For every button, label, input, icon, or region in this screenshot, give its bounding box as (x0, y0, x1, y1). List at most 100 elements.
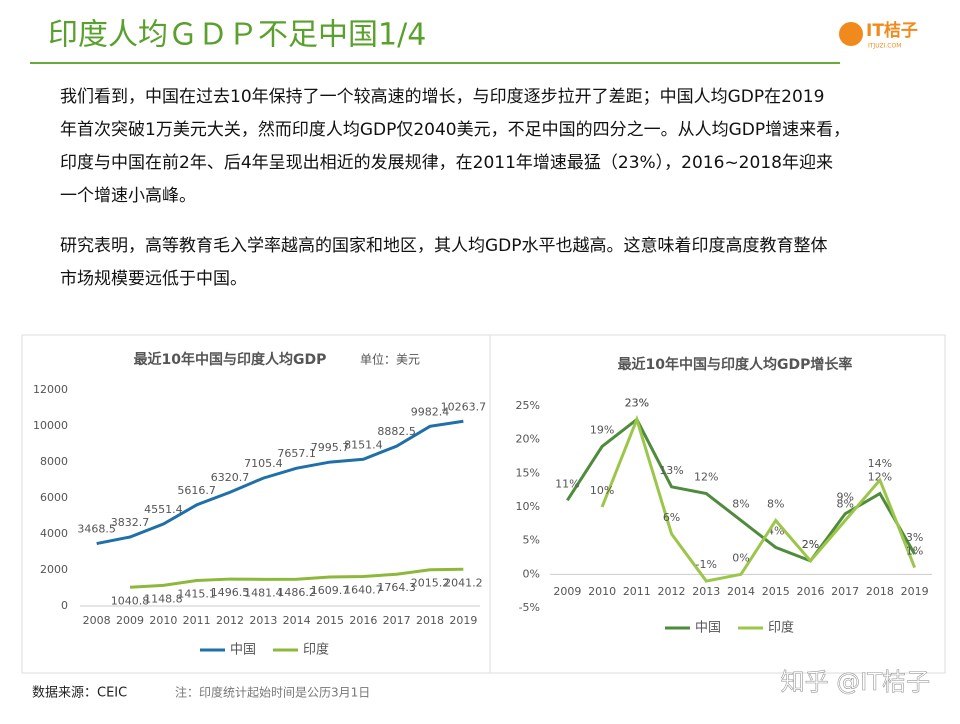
data-label: 2041.2 (444, 576, 483, 589)
data-label: 3468.5 (77, 523, 116, 536)
chart-title: 最近10年中国与印度人均GDP (134, 351, 327, 368)
y-tick-label: 6000 (40, 491, 68, 504)
y-tick-label: 0 (61, 599, 68, 612)
logo-icon (839, 22, 863, 46)
legend-label: 印度 (768, 620, 794, 636)
data-label: 2% (802, 538, 819, 551)
data-label: 23% (625, 396, 649, 409)
data-label: 11% (555, 477, 579, 490)
data-label: 6320.7 (211, 471, 250, 484)
data-label: 2015.2 (411, 577, 450, 590)
title: 印度人均ＧＤＰ不足中国1/4 (48, 18, 426, 53)
data-label: 6% (663, 511, 680, 524)
paragraph-line: 研究表明，高等教育毛入学率越高的国家和地区，其人均GDP水平也越高。这意味着印度… (60, 236, 828, 256)
chart-subtitle: 单位：美元 (360, 352, 420, 367)
x-tick-label: 2014 (283, 614, 311, 627)
x-tick-label: 2017 (383, 614, 411, 627)
x-tick-label: 2016 (796, 585, 824, 598)
x-tick-label: 2010 (149, 614, 177, 627)
data-label: 7105.4 (244, 457, 283, 470)
data-label: 8% (767, 497, 784, 510)
paragraph-line: 印度与中国在前2年、后4年呈现出相近的发展规律，在2011年增速最猛（23%），… (60, 153, 833, 173)
data-label: 10263.7 (441, 400, 487, 413)
data-label: 8882.5 (377, 425, 416, 438)
y-tick-label: 12000 (33, 383, 68, 396)
data-label: 12% (868, 471, 892, 484)
logo: IT桔子 (866, 20, 918, 41)
data-label: 2% (802, 538, 819, 551)
data-label: 9982.4 (411, 405, 450, 418)
x-tick-label: 2015 (316, 614, 344, 627)
x-tick-label: 2011 (183, 614, 211, 627)
data-label: 8% (836, 497, 853, 510)
y-tick-label: 2000 (40, 563, 68, 576)
data-label: 1764.3 (377, 581, 416, 594)
x-tick-label: 2010 (588, 585, 616, 598)
x-tick-label: 2017 (831, 585, 859, 598)
watermark: 知乎 @IT桔子 (781, 668, 930, 696)
legend-label: 中国 (230, 643, 256, 658)
x-tick-label: 2016 (349, 614, 377, 627)
logo-sub: ITJUZI.COM (868, 43, 901, 50)
paragraph-line: 市场规模要远低于中国。 (60, 269, 247, 289)
y-tick-label: 10% (516, 500, 540, 513)
data-label: 14% (868, 457, 892, 470)
y-tick-label: 15% (516, 466, 540, 479)
y-tick-label: 20% (516, 433, 540, 446)
data-label: 13% (659, 464, 683, 477)
panel (489, 334, 946, 674)
x-tick-label: 2008 (83, 614, 111, 627)
data-label: 0% (732, 551, 749, 564)
data-label: 4551.4 (144, 503, 183, 516)
x-tick-label: 2012 (216, 614, 244, 627)
source: 数据来源：CEIC (32, 686, 127, 701)
data-label: 12% (694, 471, 718, 484)
y-tick-label: 25% (516, 399, 540, 412)
x-tick-label: 2015 (762, 585, 790, 598)
data-label: 19% (590, 423, 614, 436)
y-tick-label: 0% (523, 567, 540, 580)
data-label: 8% (732, 497, 749, 510)
x-tick-label: 2018 (866, 585, 894, 598)
x-tick-label: 2009 (553, 585, 581, 598)
data-label: 7995.7 (311, 441, 350, 454)
data-label: 9% (836, 491, 853, 504)
x-tick-label: 2012 (658, 585, 686, 598)
data-label: 7657.1 (277, 447, 316, 460)
y-tick-label: -5% (519, 601, 540, 614)
data-label: 1486.2 (277, 586, 316, 599)
data-label: 1148.8 (144, 592, 183, 605)
line (129, 567, 464, 589)
line (600, 414, 917, 583)
y-tick-label: 5% (523, 534, 540, 547)
chart-title: 最近10年中国与印度人均GDP增长率 (618, 356, 853, 373)
data-label: 23% (625, 396, 649, 409)
y-tick-label: 4000 (40, 527, 68, 540)
paragraph-line: 年首次突破1万美元大关，然而印度人均GDP仅2040美元，不足中国的四分之一。从… (60, 120, 850, 140)
data-label: 1040.8 (111, 594, 150, 607)
x-tick-label: 2009 (116, 614, 144, 627)
data-label: 3832.7 (111, 516, 150, 529)
x-tick-label: 2013 (249, 614, 277, 627)
data-label: 5616.7 (177, 484, 216, 497)
data-label: 1496.5 (211, 586, 250, 599)
x-tick-label: 2013 (692, 585, 720, 598)
y-tick-label: 10000 (33, 419, 68, 432)
x-tick-label: 2018 (416, 614, 444, 627)
paragraph-line: 一个增速小高峰。 (60, 186, 196, 206)
x-tick-label: 2019 (901, 585, 929, 598)
y-tick-label: 8000 (40, 455, 68, 468)
data-label: 3% (906, 531, 923, 544)
data-label: 8151.4 (344, 438, 383, 451)
data-label: 1415.1 (177, 588, 216, 601)
x-tick-label: 2014 (727, 585, 755, 598)
legend-label: 印度 (303, 642, 329, 658)
x-tick-label: 2019 (449, 614, 477, 627)
line (566, 417, 916, 563)
legend-label: 中国 (695, 621, 721, 636)
x-tick-label: 2011 (623, 585, 651, 598)
data-label: -1% (696, 558, 717, 571)
data-label: 1481.4 (244, 586, 283, 599)
data-label: 1% (906, 545, 923, 558)
